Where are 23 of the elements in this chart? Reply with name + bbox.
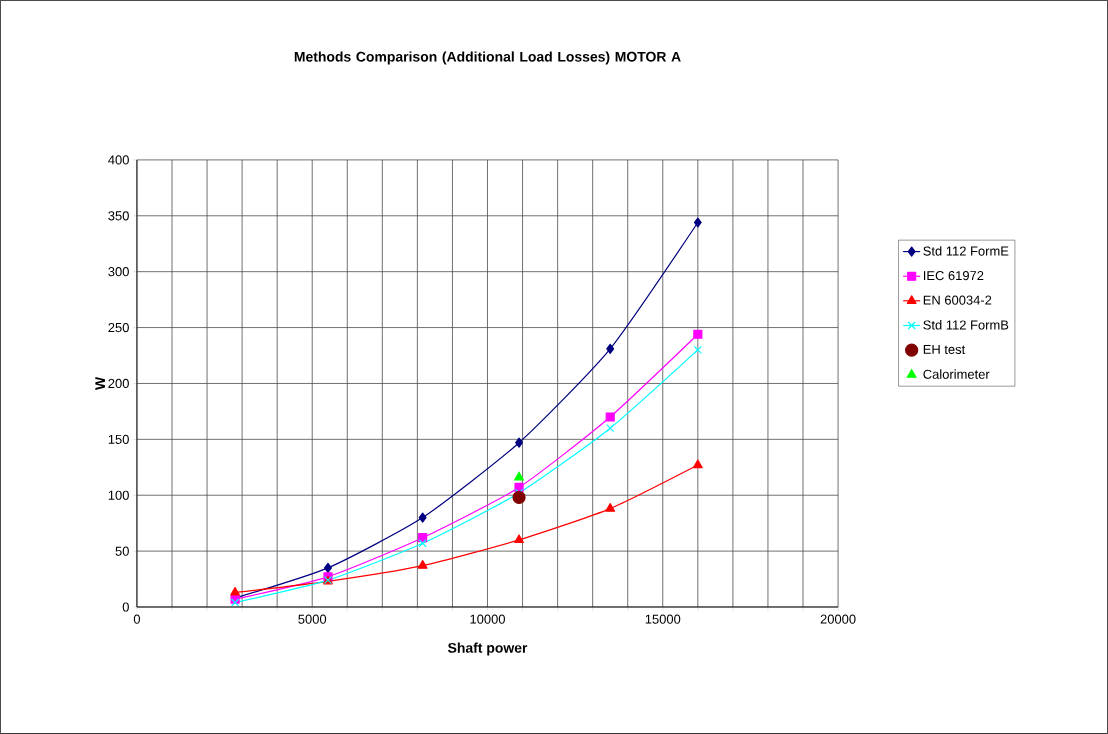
legend-label: EN 60034-2 xyxy=(923,295,992,305)
legend-label: Std 112 FormB xyxy=(923,320,1009,330)
y-tick-label: 150 xyxy=(108,434,129,444)
legend-label: Std 112 FormE xyxy=(923,246,1009,256)
x-tick-label: 5000 xyxy=(298,614,327,624)
y-tick-label: 350 xyxy=(108,211,129,221)
x-axis-title: Shaft power xyxy=(447,642,528,656)
y-axis-title: W xyxy=(95,376,105,391)
legend-label: IEC 61972 xyxy=(923,271,984,281)
legend-label: EH test xyxy=(923,344,966,354)
x-tick-label: 15000 xyxy=(645,614,681,624)
x-tick-label: 0 xyxy=(133,614,141,624)
y-tick-label: 400 xyxy=(108,155,129,165)
x-tick-label: 10000 xyxy=(470,614,505,624)
y-tick-label: 50 xyxy=(115,546,129,556)
legend-label: Calorimeter xyxy=(923,369,990,379)
y-tick-label: 0 xyxy=(122,602,129,612)
x-tick-label: 20000 xyxy=(820,614,856,624)
y-tick-label: 250 xyxy=(108,323,129,333)
y-tick-label: 100 xyxy=(108,490,129,500)
chart-title: Methods Comparison (Additional Load Losses) MOTOR A xyxy=(294,51,681,65)
y-tick-label: 200 xyxy=(108,378,129,389)
y-tick-label: 300 xyxy=(108,267,129,277)
